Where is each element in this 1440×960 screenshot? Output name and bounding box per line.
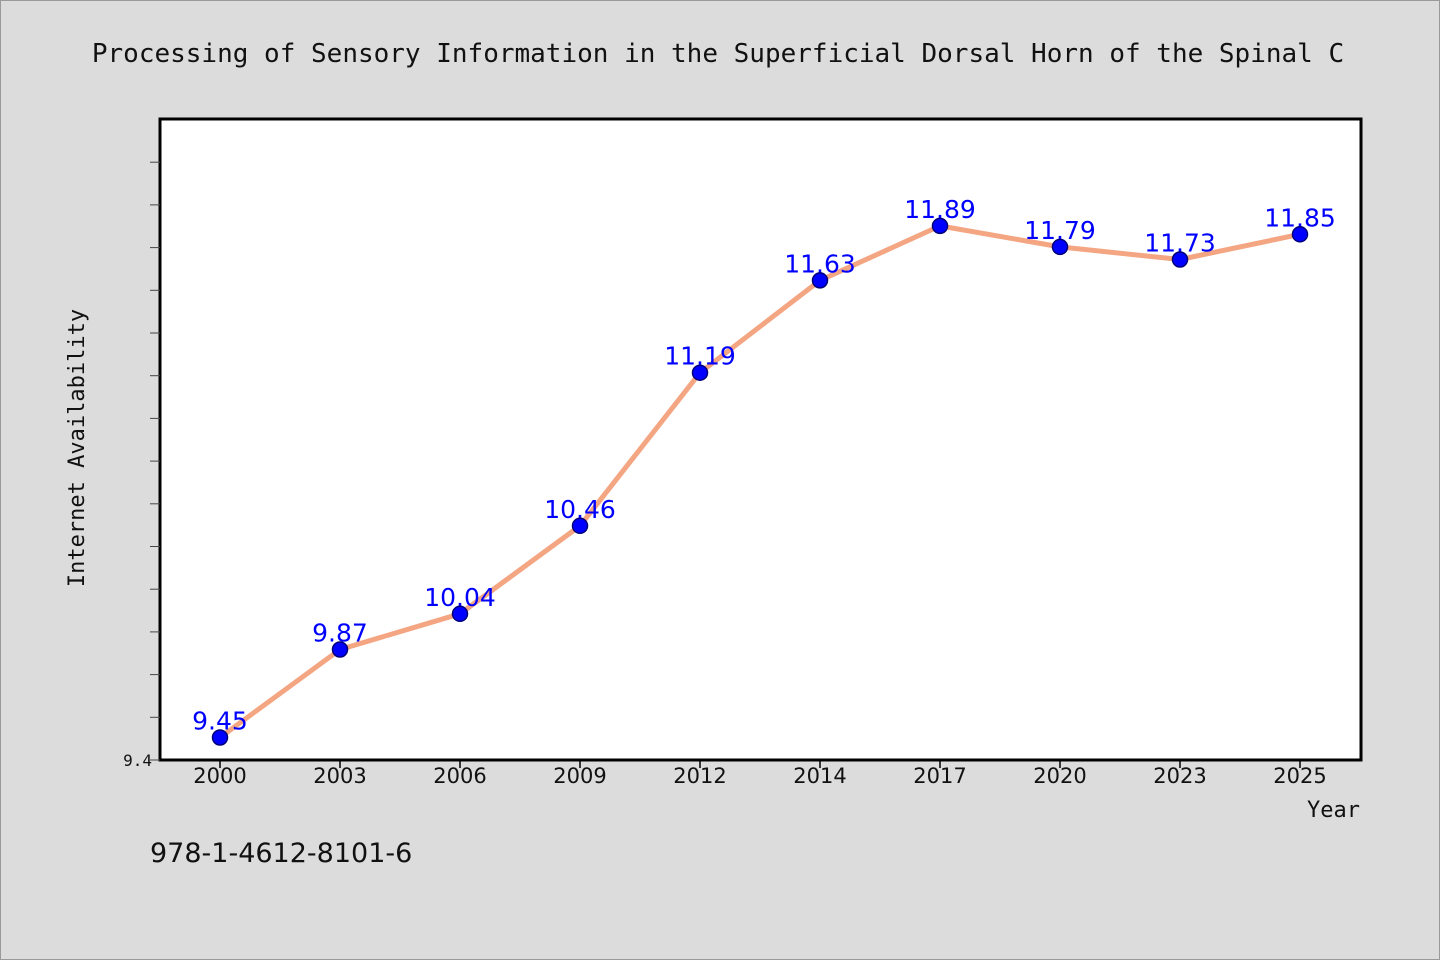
data-point-marker [1291,226,1309,243]
data-point-marker [571,517,589,535]
data-point-marker [211,729,229,746]
x-tick-label: 2006 [433,764,486,788]
x-tick-label: 2023 [1153,764,1206,788]
isbn-footer: 978-1-4612-8101-6 [150,838,412,869]
y-axis-label: Internet Availability [65,309,90,587]
x-axis-ticks: 2000 2003 2006 2009 2012 2014 2017 2020 2023 2025 [193,760,1327,788]
x-tick-label: 2003 [313,764,366,788]
chart-title: Processing of Sensory Information in the… [92,39,1344,69]
data-point-marker [691,364,709,381]
data-point-marker [1051,238,1069,256]
data-point-marker [451,605,469,623]
data-point-marker [331,641,349,658]
plot-area [158,117,1363,762]
data-point-marker [931,217,949,235]
data-markers [211,217,1309,746]
x-tick-label: 2000 [193,764,246,788]
y-tick-label: 9.4 [123,751,152,770]
data-point-marker [811,272,829,289]
x-axis-label: Year [1307,798,1360,823]
series-line [218,223,1301,740]
x-tick-label: 2012 [673,764,726,788]
x-tick-label: 2014 [793,764,846,788]
x-tick-label: 2009 [553,764,606,788]
x-tick-label: 2025 [1273,764,1326,788]
data-point-marker [1171,251,1189,268]
y-axis-ticks: 9.4 [123,161,160,770]
x-tick-label: 2020 [1033,764,1086,788]
x-tick-label: 2017 [913,764,966,788]
